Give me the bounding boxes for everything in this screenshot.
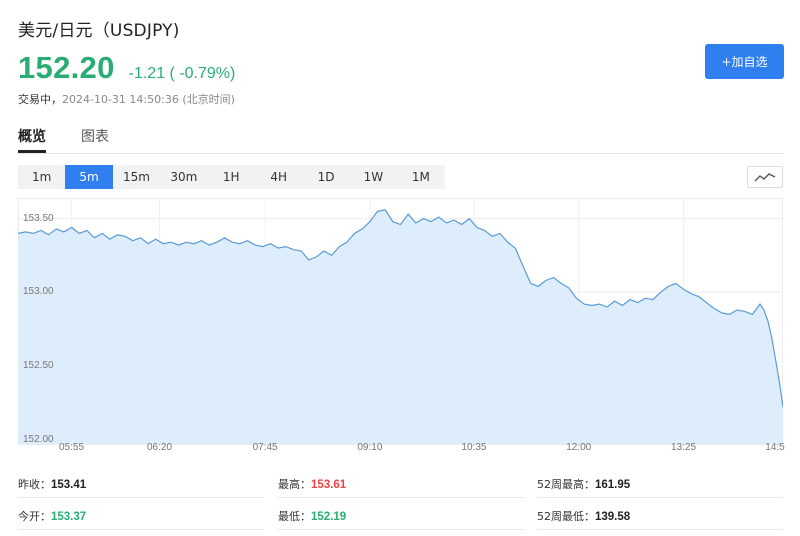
line-chart-icon <box>754 173 776 182</box>
price-row: 152.20 -1.21 ( -0.79%) <box>18 50 235 86</box>
stat-low-value: 152.19 <box>311 511 347 523</box>
period-1d[interactable]: 1D <box>317 170 335 184</box>
stat-52w-high: 52周最高：161.95 <box>537 476 630 492</box>
stat-divider <box>537 497 783 498</box>
y-tick-label: 152.50 <box>23 359 54 371</box>
stat-divider <box>537 529 783 530</box>
stat-open-value: 153.37 <box>51 511 87 523</box>
stat-prev-close: 昨收：153.41 <box>18 476 86 492</box>
x-tick-label: 06:20 <box>147 442 173 453</box>
y-tick-label: 152.00 <box>23 433 54 445</box>
period-5m[interactable]: 5m <box>65 165 113 189</box>
x-tick-label: 10:35 <box>461 442 487 453</box>
stat-52w-high-label: 52周最高： <box>537 478 595 491</box>
tab-chart[interactable]: 图表 <box>81 129 109 145</box>
stat-52w-low-value: 139.58 <box>595 511 631 523</box>
period-1m[interactable]: 1m <box>32 170 52 184</box>
y-tick-label: 153.50 <box>23 212 54 224</box>
x-tick-label: 12:00 <box>566 442 592 453</box>
stat-low: 最低：152.19 <box>278 508 346 524</box>
y-tick-label: 153.00 <box>23 286 54 298</box>
stat-divider <box>278 529 524 530</box>
x-tick-label: 14:5 <box>765 442 785 453</box>
stat-prev-close-label: 昨收： <box>18 478 51 491</box>
stat-prev-close-value: 153.41 <box>51 479 87 491</box>
active-tab-indicator <box>18 150 46 153</box>
stat-52w-low: 52周最低：139.58 <box>537 508 630 524</box>
stat-open-label: 今开： <box>18 510 51 523</box>
add-to-watchlist-button[interactable]: +加自选 <box>705 44 784 79</box>
tabs-divider <box>18 153 784 154</box>
price-line <box>18 209 783 408</box>
period-1h[interactable]: 1H <box>222 170 240 184</box>
chart-type-button[interactable] <box>747 166 783 188</box>
stat-52w-high-value: 161.95 <box>595 479 631 491</box>
x-tick-label: 05:55 <box>59 442 85 453</box>
stat-low-label: 最低： <box>278 510 311 523</box>
period-30m[interactable]: 30m <box>170 170 198 184</box>
stat-high: 最高：153.61 <box>278 476 346 492</box>
period-4h[interactable]: 4H <box>270 170 287 184</box>
stat-divider <box>18 529 264 530</box>
period-selector: 1m 5m 15m 30m 1H 4H 1D 1W 1M <box>18 165 445 189</box>
price-change: -1.21 ( -0.79%) <box>128 65 236 82</box>
quote-time: 2024-10-31 14:50:36 (北京时间) <box>62 93 235 106</box>
period-15m[interactable]: 15m <box>122 170 150 184</box>
period-1mo[interactable]: 1M <box>411 170 430 184</box>
price-chart-svg <box>18 198 783 445</box>
stat-high-label: 最高： <box>278 478 311 491</box>
view-tabs: 概览 图表 <box>18 126 144 151</box>
stat-high-value: 153.61 <box>311 479 347 491</box>
stat-open: 今开：153.37 <box>18 508 86 524</box>
tab-overview[interactable]: 概览 <box>18 129 46 145</box>
period-1w[interactable]: 1W <box>363 170 384 184</box>
x-tick-label: 13:25 <box>671 442 697 453</box>
pair-title: 美元/日元（USDJPY) <box>18 21 180 41</box>
stat-52w-low-label: 52周最低： <box>537 510 595 523</box>
price-area <box>18 209 783 444</box>
stat-divider <box>18 497 264 498</box>
stat-divider <box>278 497 524 498</box>
trading-state: 交易中， <box>18 93 62 106</box>
trading-status: 交易中，2024-10-31 14:50:36 (北京时间) <box>18 91 235 107</box>
price-chart[interactable]: 153.50 153.00 152.50 152.00 05:55 06:20 07:45 0… <box>18 198 785 460</box>
current-price: 152.20 <box>18 50 115 85</box>
x-tick-label: 07:45 <box>252 442 278 453</box>
x-tick-label: 09:10 <box>357 442 383 453</box>
